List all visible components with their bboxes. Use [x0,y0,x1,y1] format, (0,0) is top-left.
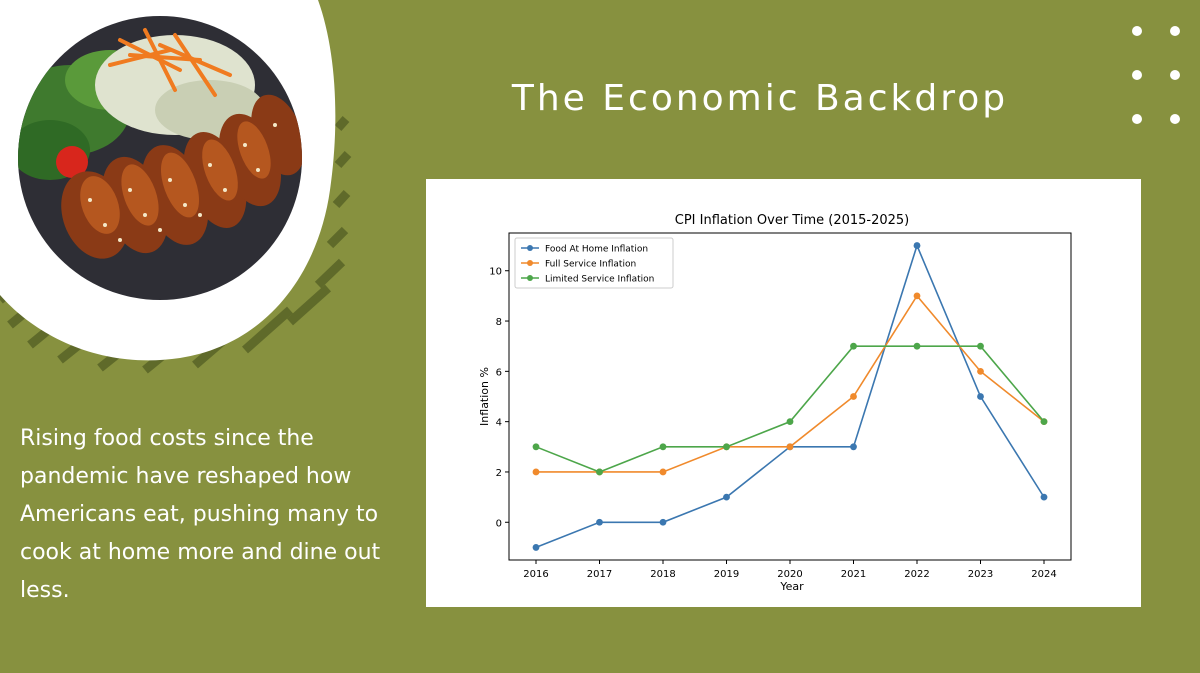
cpi-line-chart: CPI Inflation Over Time (2015-2025) 0 2 4 6… [478,213,1072,593]
y-tick-label: 6 [496,367,502,378]
data-point [1040,418,1048,426]
data-point [596,518,603,526]
y-axis: 0 2 4 6 8 10 [489,267,509,529]
series-3 [532,342,1048,476]
data-point [723,443,730,451]
data-point [850,393,857,400]
data-point [659,443,667,451]
y-tick-label: 4 [496,418,502,429]
data-point [532,443,540,451]
y-tick-label: 10 [489,267,502,278]
data-point [913,242,921,249]
series-2 [532,292,1048,476]
data-point [532,468,540,476]
dot-grid-decoration [1126,22,1188,132]
legend-item: Food At Home Inflation [521,245,648,255]
chart-card: CPI Inflation Over Time (2015-2025) 0 2 4 6… [426,179,1141,607]
data-point [532,544,540,551]
y-tick-label: 0 [496,518,502,529]
y-tick-label: 8 [496,317,502,328]
x-tick-label: 2018 [650,569,675,580]
chart-title: CPI Inflation Over Time (2015-2025) [675,213,910,228]
slide-title: The Economic Backdrop [511,78,1009,119]
data-point [1040,493,1048,501]
x-axis: 2016 2017 2018 2019 2020 2021 2022 2023 2024 [523,560,1057,580]
data-point [723,493,730,501]
data-point [977,342,984,350]
data-point [596,468,603,476]
chart-legend: Food At Home Inflation Full Service Infla… [514,237,674,289]
legend-label: Limited Service Inflation [545,275,654,285]
legend-item: Limited Service Inflation [521,275,654,285]
data-point [850,443,857,451]
legend-label: Full Service Inflation [545,260,636,270]
data-point [913,342,921,350]
legend-box [514,237,674,289]
x-tick-label: 2023 [968,569,993,580]
data-point [659,518,667,526]
x-axis-label: Year [779,580,804,593]
x-tick-label: 2022 [904,569,929,580]
x-tick-label: 2016 [523,569,548,580]
data-point [786,443,794,451]
y-tick-label: 2 [496,468,502,479]
x-tick-label: 2017 [587,569,612,580]
series-layer [532,242,1048,551]
x-tick-label: 2019 [714,569,739,580]
x-tick-label: 2020 [777,569,802,580]
data-point [913,292,921,300]
data-point [786,418,794,426]
series-line [535,243,1045,549]
data-point [977,393,984,400]
data-point [850,342,857,350]
legend-label: Food At Home Inflation [545,245,648,255]
x-tick-label: 2021 [841,569,866,580]
data-point [659,468,667,476]
y-axis-label: Inflation % [478,367,491,426]
data-point [977,367,984,375]
food-photo [0,0,352,374]
slide-body-text: Rising food costs since the pandemic hav… [20,426,381,603]
legend-item: Full Service Inflation [521,260,636,270]
x-tick-label: 2024 [1031,569,1056,580]
